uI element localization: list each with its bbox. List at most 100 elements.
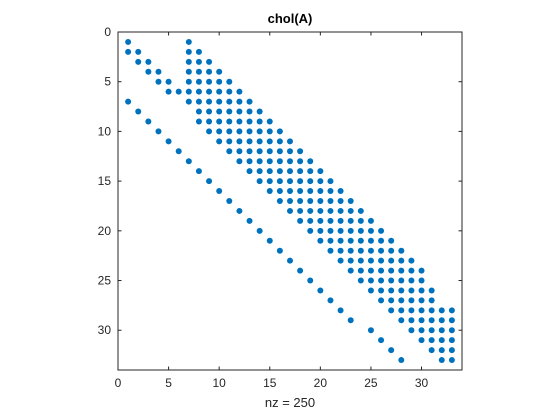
nonzero-marker (206, 78, 213, 85)
nonzero-marker (438, 327, 445, 334)
y-tick-label: 20 (98, 224, 112, 238)
nonzero-marker (155, 68, 162, 75)
nonzero-marker (135, 48, 142, 55)
nonzero-marker (226, 128, 233, 135)
nonzero-marker (236, 108, 243, 115)
nonzero-marker (438, 357, 445, 364)
nonzero-marker (266, 128, 273, 135)
nonzero-marker (408, 317, 415, 324)
y-tick-label: 10 (98, 124, 112, 138)
nonzero-marker (337, 237, 344, 244)
nonzero-marker (226, 88, 233, 95)
nonzero-marker (408, 257, 415, 264)
nonzero-marker (216, 98, 223, 105)
nonzero-marker (337, 307, 344, 314)
nonzero-marker (367, 217, 374, 224)
nonzero-marker (448, 347, 455, 354)
nonzero-marker (266, 158, 273, 165)
y-tick-label: 25 (98, 274, 112, 288)
nonzero-marker (256, 138, 263, 145)
nonzero-marker (398, 307, 405, 314)
nonzero-marker (287, 178, 293, 185)
tick-group: 0 5 10 15 20 25 30 0 5 10 15 20 25 30 (98, 25, 462, 390)
x-tick-label: 5 (165, 376, 172, 390)
nonzero-marker (195, 108, 202, 115)
nonzero-marker (145, 68, 152, 75)
nonzero-marker (195, 98, 202, 105)
nonzero-marker (287, 148, 293, 155)
nonzero-marker (428, 347, 435, 354)
nonzero-marker (246, 158, 253, 165)
nonzero-marker (367, 247, 374, 254)
nonzero-marker (367, 267, 374, 274)
nonzero-marker (256, 108, 263, 115)
nonzero-marker (337, 247, 344, 254)
x-tick-label: 10 (212, 376, 226, 390)
nonzero-marker (448, 337, 455, 344)
nonzero-marker (388, 237, 395, 244)
nonzero-marker (226, 198, 233, 204)
nonzero-marker (297, 148, 304, 155)
nonzero-marker (307, 217, 314, 224)
nonzero-marker (276, 188, 283, 195)
nonzero-marker (266, 138, 273, 145)
nonzero-marker (236, 207, 243, 214)
nonzero-marker (216, 108, 223, 115)
nonzero-marker (185, 88, 192, 95)
nonzero-marker (125, 48, 132, 55)
nonzero-marker (276, 198, 283, 204)
nonzero-marker (367, 327, 374, 334)
nonzero-marker (297, 217, 304, 224)
nonzero-marker (418, 267, 425, 274)
nonzero-marker (317, 178, 324, 185)
nonzero-marker (448, 357, 455, 364)
nonzero-marker (357, 277, 364, 284)
nonzero-marker (317, 168, 324, 175)
nonzero-marker (287, 168, 293, 175)
nonzero-marker (357, 217, 364, 224)
y-tick-label: 30 (98, 323, 112, 337)
nonzero-marker (206, 178, 213, 185)
x-tick-label: 30 (415, 376, 429, 390)
nonzero-marker (388, 267, 395, 274)
nonzero-marker (438, 317, 445, 324)
nonzero-marker (195, 58, 202, 65)
nonzero-marker (135, 108, 142, 115)
nonzero-marker (246, 148, 253, 155)
nonzero-marker (367, 277, 374, 284)
x-tick-label: 0 (115, 376, 122, 390)
nonzero-marker (327, 207, 334, 214)
nonzero-marker (347, 317, 354, 324)
nonzero-marker (347, 267, 354, 274)
nonzero-marker (216, 118, 223, 125)
nonzero-marker (276, 128, 283, 135)
nonzero-marker (337, 198, 344, 204)
nonzero-marker (408, 307, 415, 314)
nonzero-marker (165, 138, 172, 145)
nonzero-marker (307, 168, 314, 175)
nonzero-marker (438, 337, 445, 344)
nonzero-marker (256, 118, 263, 125)
nonzero-marker (398, 297, 405, 304)
nonzero-marker (347, 237, 354, 244)
nonzero-marker (347, 227, 354, 234)
x-tick-label: 15 (263, 376, 277, 390)
nonzero-marker (206, 68, 213, 75)
nonzero-marker (226, 118, 233, 125)
nonzero-marker (266, 118, 273, 125)
nonzero-marker (297, 158, 304, 165)
nonzero-marker (185, 38, 192, 45)
nonzero-marker (367, 287, 374, 294)
nonzero-marker (266, 178, 273, 185)
nonzero-marker (195, 118, 202, 125)
nonzero-marker (357, 247, 364, 254)
nonzero-marker (357, 237, 364, 244)
nonzero-marker (428, 317, 435, 324)
nonzero-marker (246, 138, 253, 145)
nonzero-marker (398, 267, 405, 274)
nonzero-marker (185, 98, 192, 105)
nonzero-marker (337, 217, 344, 224)
nonzero-marker (317, 207, 324, 214)
